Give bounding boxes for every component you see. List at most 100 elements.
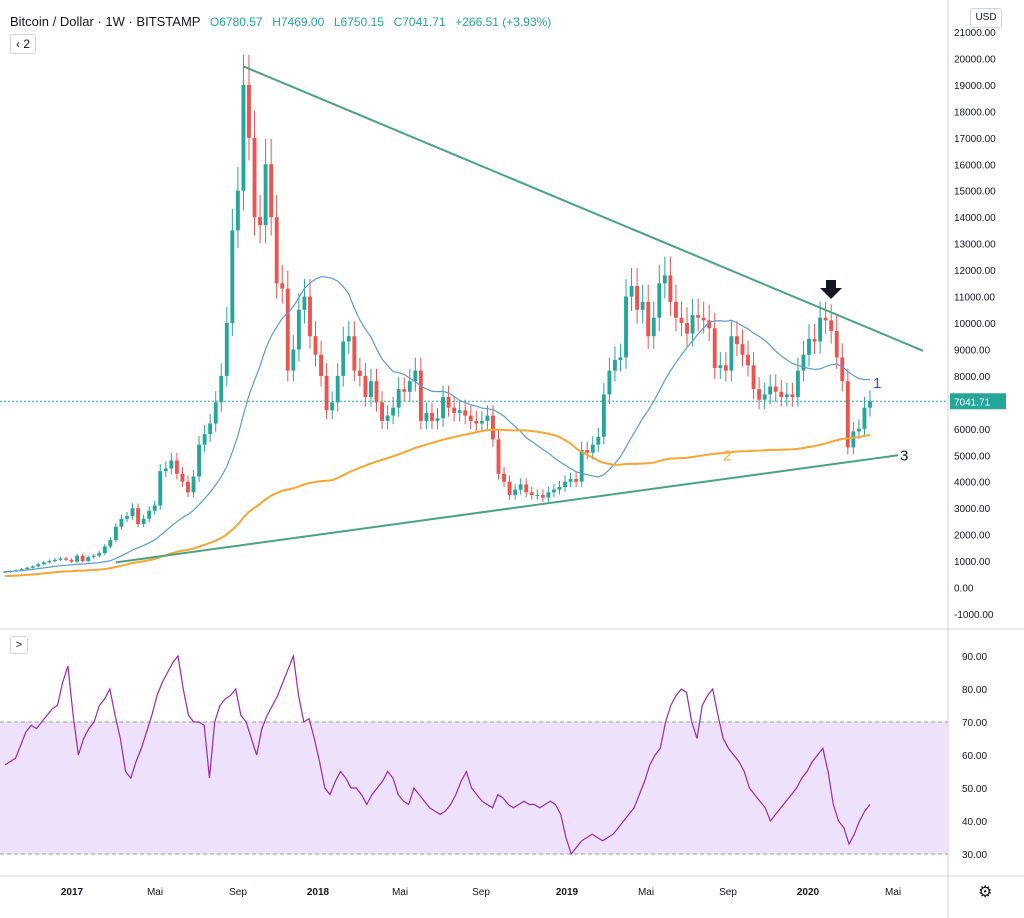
candle-body — [352, 336, 357, 371]
collapse-indicators-button[interactable]: ‹ 2 — [10, 34, 37, 54]
candle-body — [485, 415, 490, 421]
candle-body — [136, 508, 141, 525]
candle-body — [64, 558, 68, 560]
candle-body — [646, 301, 651, 337]
price-tick-label: 6000.00 — [954, 425, 991, 436]
candle-body — [768, 386, 773, 395]
candle-body — [596, 436, 601, 445]
ma-line-2 — [4, 428, 871, 578]
candle-body — [685, 323, 689, 334]
annotation-label-1: 1 — [873, 375, 881, 392]
rsi-band — [0, 722, 948, 854]
candle-body — [30, 566, 35, 568]
candle-body — [546, 492, 551, 498]
currency-badge[interactable]: USD — [970, 8, 1002, 28]
time-tick-label: Sep — [229, 887, 247, 898]
candle-body — [269, 164, 274, 218]
candle-body — [91, 555, 96, 558]
time-tick-label: 2019 — [556, 887, 579, 898]
candle-body — [746, 354, 750, 366]
last-price-badge — [950, 393, 1006, 410]
rsi-line — [4, 653, 871, 856]
candle-body — [812, 338, 817, 342]
candle-body — [441, 397, 445, 419]
candle-body — [518, 484, 523, 490]
candle-body — [851, 431, 856, 448]
candle-body — [291, 349, 296, 371]
rsi-tick-label: 30.00 — [962, 850, 987, 861]
candle-body — [418, 370, 423, 421]
candle-body — [563, 481, 567, 488]
candle-body — [690, 315, 695, 334]
candle-body — [258, 217, 263, 226]
gear-icon[interactable]: ⚙ — [978, 884, 993, 901]
candle-body — [579, 449, 584, 482]
candle-body — [529, 492, 534, 495]
candle-body — [274, 217, 279, 284]
price-tick-label: 10000.00 — [954, 319, 996, 330]
candle-body — [424, 412, 429, 421]
price-tick-label: 0.00 — [954, 584, 974, 595]
candle-body — [80, 555, 85, 562]
candle-body — [552, 489, 556, 493]
price-tick-label: 18000.00 — [954, 107, 996, 118]
low-value: L6750.15 — [333, 15, 384, 29]
candle-body — [790, 394, 795, 398]
candle-body — [801, 354, 806, 371]
candle-body — [629, 285, 634, 297]
candle-body — [169, 460, 174, 469]
candle-body — [357, 370, 362, 376]
chart-header: Bitcoin / Dollar · 1W · BITSTAMP O6780.5… — [10, 14, 551, 29]
candle-body — [296, 309, 301, 350]
candle-body — [845, 381, 850, 448]
candle-body — [25, 567, 30, 570]
candle-body — [463, 410, 468, 416]
candle-body — [330, 402, 335, 411]
candle-body — [186, 481, 190, 493]
candle-body — [19, 569, 24, 571]
candle-body — [174, 460, 179, 474]
candle-body — [402, 389, 407, 392]
candle-body — [779, 391, 784, 398]
candle-body — [308, 296, 312, 337]
time-tick-label: 2018 — [307, 887, 330, 898]
candle-body — [41, 562, 46, 565]
ma-line-1 — [4, 276, 871, 573]
time-tick-label: 2017 — [61, 887, 84, 898]
candle-body — [574, 479, 579, 482]
candle-body — [341, 341, 346, 376]
price-tick-label: 1000.00 — [954, 557, 991, 568]
candle-body — [324, 375, 329, 411]
annotation-label-3: 3 — [900, 448, 908, 465]
candle-body — [374, 381, 379, 403]
candle-body — [468, 415, 473, 421]
candle-body — [751, 365, 756, 390]
candle-body — [391, 407, 396, 416]
candle-body — [119, 518, 124, 527]
high-value: H7469.00 — [272, 15, 325, 29]
rsi-tick-label: 70.00 — [962, 718, 987, 729]
price-tick-label: 8000.00 — [954, 372, 991, 383]
candle-body — [635, 285, 640, 310]
candle-body — [856, 428, 861, 432]
candle-body — [729, 336, 734, 371]
candle-body — [141, 518, 146, 525]
expand-rsi-button[interactable]: > — [10, 636, 28, 654]
candle-body — [568, 479, 573, 482]
candle-body — [346, 336, 351, 342]
candle-body — [280, 283, 285, 289]
candle-body — [247, 84, 251, 138]
candle-body — [313, 336, 318, 355]
candle-body — [707, 320, 712, 329]
candle-body — [130, 508, 135, 517]
candle-body — [108, 539, 113, 547]
candle-body — [624, 296, 628, 358]
candle-body — [507, 481, 512, 495]
candle-body — [213, 402, 218, 424]
candle-body — [612, 360, 617, 371]
candle-body — [363, 375, 368, 398]
symbol-label[interactable]: Bitcoin / Dollar · 1W · BITSTAMP — [10, 14, 201, 29]
time-tick-label: Sep — [472, 887, 490, 898]
candle-body — [662, 275, 667, 284]
